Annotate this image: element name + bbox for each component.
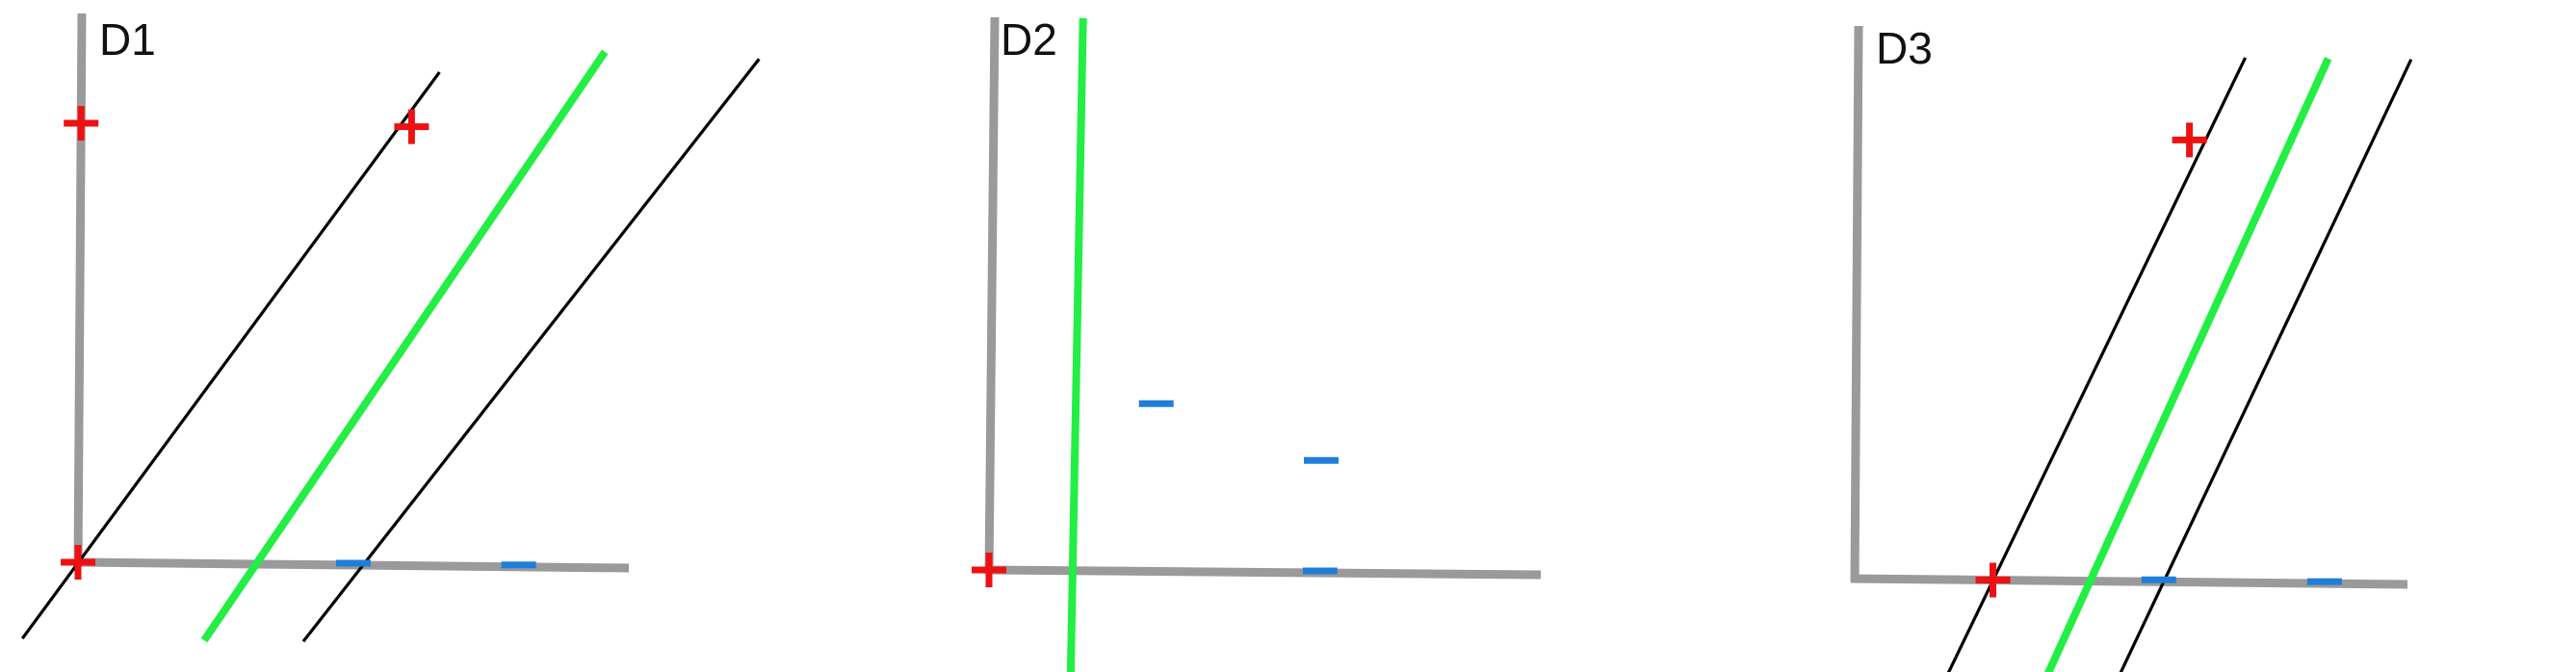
margin-line: [20, 70, 441, 640]
positive-point: [1975, 562, 2011, 598]
panel-d3: D3: [1850, 23, 2413, 672]
data-points: [61, 106, 536, 580]
panel-label: D3: [1876, 23, 1933, 73]
data-points: [972, 400, 1339, 587]
y-axis: [73, 13, 87, 567]
panel-d2: D2: [972, 14, 1542, 672]
decision-boundary-group: [2044, 57, 2332, 672]
x-axis: [984, 565, 1542, 580]
panel-label: D1: [99, 14, 156, 65]
margin-line: [301, 58, 761, 643]
decision-boundary: [200, 49, 609, 643]
positive-point: [64, 106, 99, 141]
positive-point: [394, 109, 429, 144]
decision-boundary: [1066, 17, 1087, 672]
margin-line: [1946, 57, 2248, 672]
positive-point: [972, 553, 1006, 587]
margin-line: [2119, 59, 2413, 672]
y-axis: [1850, 25, 1863, 583]
positive-point: [2172, 122, 2207, 158]
decision-boundary-group: [200, 49, 609, 643]
decision-boundary-group: [1066, 17, 1087, 672]
panel-label: D2: [1001, 14, 1057, 65]
margin-lines: [1946, 57, 2413, 672]
data-points: [1975, 122, 2342, 598]
margin-lines: [20, 58, 761, 643]
positive-point: [61, 545, 95, 580]
y-axis: [984, 16, 1000, 575]
decision-boundary: [2044, 57, 2332, 672]
panel-d1: D1: [20, 13, 761, 643]
